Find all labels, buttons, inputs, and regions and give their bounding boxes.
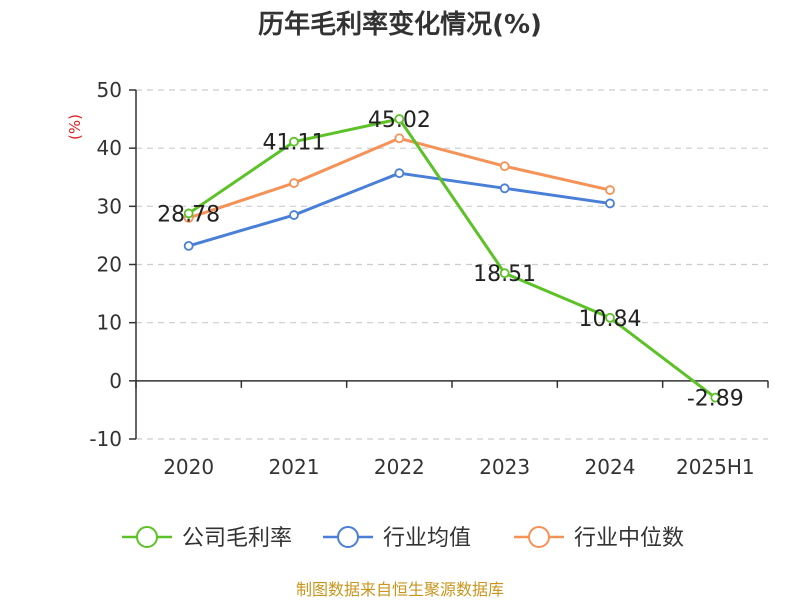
- legend-item: 行业中位数: [514, 526, 684, 551]
- legend: 公司毛利率 行业均值 行业中位数: [122, 526, 684, 551]
- data-point: [394, 168, 405, 179]
- series-1: [183, 168, 615, 251]
- x-tick-label: 2021: [269, 455, 320, 479]
- data-point: [499, 268, 510, 279]
- legend-item: 公司毛利率: [122, 526, 292, 551]
- legend-marker-icon: [528, 526, 550, 548]
- legend-label: 行业均值: [383, 526, 471, 551]
- data-point: [289, 178, 299, 188]
- data-point: [605, 312, 615, 323]
- data-point: [499, 161, 510, 172]
- series-0: [183, 114, 721, 403]
- data-point: [605, 198, 615, 209]
- data-label: -2.89: [687, 387, 744, 412]
- data-label: 10.84: [579, 307, 642, 332]
- legend-label: 行业中位数: [574, 526, 684, 551]
- x-tick-label: 2020: [163, 455, 214, 479]
- y-axis-label: (%): [66, 114, 84, 140]
- y-tick-label: -10: [89, 427, 122, 451]
- legend-marker-icon: [337, 526, 359, 548]
- data-point: [289, 210, 299, 220]
- legend-label: 公司毛利率: [182, 526, 292, 551]
- x-tick-label: 2025H1: [676, 455, 755, 479]
- source-note: 制图数据来自恒生聚源数据库: [296, 580, 504, 599]
- x-tick-label: 2022: [374, 455, 425, 479]
- data-point: [394, 133, 405, 144]
- data-point: [183, 208, 194, 219]
- data-point: [499, 183, 510, 194]
- data-point: [183, 240, 194, 251]
- series-group: [183, 114, 721, 403]
- y-tick-label: 20: [97, 253, 122, 277]
- data-label: 18.51: [473, 262, 536, 287]
- x-axis-ticks: 2020 2021 2022 2023 2024 2025H1: [135, 380, 769, 479]
- data-point: [605, 185, 615, 195]
- y-tick-label: 40: [97, 136, 122, 160]
- y-tick-label: 10: [97, 311, 122, 335]
- data-label: 45.02: [368, 108, 431, 133]
- data-labels: 28.78 41.11 45.02 18.51 10.84 -2.89: [157, 108, 744, 412]
- legend-marker-icon: [136, 526, 158, 548]
- y-axis-ticks: 50 40 30 20 10 0 -10: [89, 78, 136, 451]
- y-tick-label: 0: [109, 369, 122, 393]
- data-point: [394, 114, 405, 124]
- data-point: [710, 392, 721, 403]
- data-label: 41.11: [263, 131, 326, 156]
- x-tick-label: 2024: [585, 455, 636, 479]
- x-tick-label: 2023: [479, 455, 530, 479]
- series-2: [183, 133, 615, 223]
- series-line: [187, 117, 717, 399]
- data-label: 28.78: [157, 202, 220, 227]
- data-point: [289, 136, 299, 147]
- series-line: [188, 171, 611, 248]
- legend-item: 行业均值: [323, 526, 471, 551]
- chart-title: 历年毛利率变化情况(%): [258, 9, 542, 40]
- y-tick-label: 30: [97, 194, 122, 218]
- y-tick-label: 50: [97, 78, 122, 102]
